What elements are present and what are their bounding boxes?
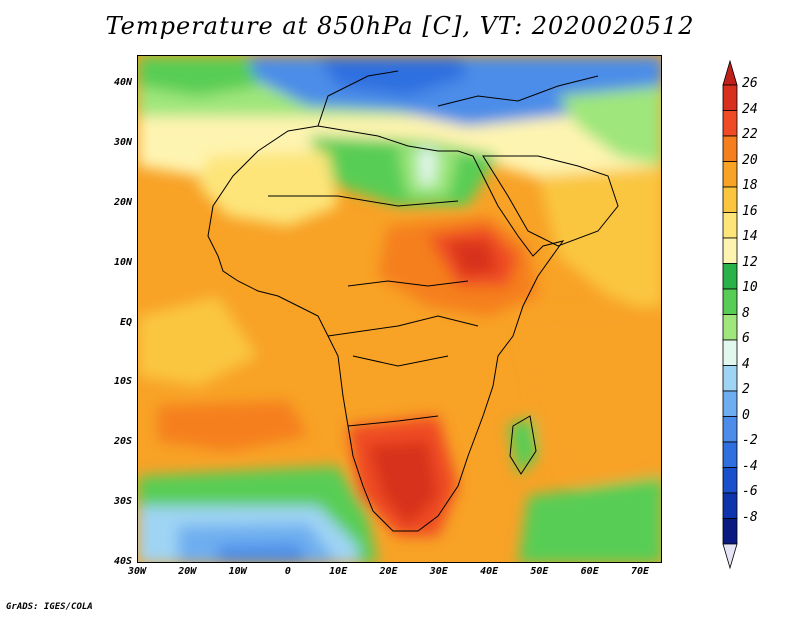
lon-tick-label: 30W — [127, 566, 147, 577]
colorbar-segment — [722, 518, 738, 545]
lat-tick-label: 20S — [113, 436, 132, 448]
colorbar-label: 0 — [742, 407, 750, 423]
colorbar-label: 4 — [742, 356, 750, 372]
coastlines — [207, 70, 619, 532]
lat-tick-label: 20N — [113, 196, 132, 208]
colorbar-min-arrow — [722, 543, 738, 570]
colorbar-label: 20 — [742, 152, 758, 168]
lon-tick-label: 40E — [480, 566, 499, 577]
lat-tick-label: 30S — [113, 496, 132, 508]
map-canvas — [138, 56, 661, 562]
temperature-field — [138, 56, 661, 562]
colorbar-segment — [722, 441, 738, 468]
lon-tick-label: 10W — [228, 566, 247, 577]
lat-tick-label: 40N — [113, 77, 132, 88]
colorbar-segment — [722, 390, 738, 417]
lon-tick-label: 10E — [329, 566, 348, 577]
colorbar-segment — [722, 339, 738, 366]
lon-tick-label: 60E — [580, 566, 599, 577]
lat-tick-label: 10S — [113, 376, 132, 388]
chart-title: Temperature at 850hPa [C], VT: 202002051… — [105, 12, 695, 40]
colorbar-max-arrow — [722, 59, 738, 86]
colorbar — [722, 59, 738, 570]
lat-tick-label: 10N — [113, 256, 132, 268]
colorbar-label: 12 — [742, 254, 758, 270]
colorbar-label: 14 — [742, 229, 758, 244]
colorbar-label: 24 — [742, 101, 758, 117]
colorbar-label: -8 — [742, 509, 758, 525]
colorbar-segment — [722, 212, 738, 239]
colorbar-label: 6 — [742, 331, 750, 346]
lon-tick-label: 70E — [630, 566, 650, 577]
colorbar-label: -6 — [742, 484, 758, 499]
colorbar-segment — [722, 263, 738, 290]
colorbar-segment — [722, 161, 738, 188]
colorbar-label: 22 — [742, 127, 758, 142]
lon-tick-label: 50E — [530, 566, 549, 577]
colorbar-segment — [722, 110, 738, 137]
temperature-map — [137, 55, 662, 563]
colorbar-label: 8 — [742, 305, 750, 321]
colorbar-segment — [722, 365, 738, 392]
lon-tick-label: 20W — [178, 566, 197, 577]
colorbar-label: 16 — [742, 203, 758, 219]
colorbar-segment — [722, 492, 738, 519]
colorbar-segment — [722, 135, 738, 162]
lon-tick-label: 30E — [429, 566, 448, 577]
colorbar-label: -2 — [742, 433, 758, 448]
colorbar-segment — [722, 467, 738, 494]
lat-tick-label: 30N — [113, 136, 132, 148]
colorbar-segment — [722, 288, 738, 315]
colorbar-label: -4 — [742, 458, 758, 474]
lat-tick-label: 40S — [113, 556, 132, 567]
colorbar-segment — [722, 416, 738, 443]
colorbar-label: 18 — [742, 178, 758, 193]
lon-tick-label: 20E — [379, 566, 398, 577]
lat-tick-label: EQ — [119, 316, 132, 328]
colorbar-label: 2 — [742, 382, 750, 397]
colorbar-segment — [722, 186, 738, 213]
lon-tick-label: 0 — [284, 566, 291, 577]
colorbar-label: 10 — [742, 280, 758, 295]
colorbar-label: 26 — [742, 76, 758, 91]
colorbar-segment — [722, 237, 738, 264]
colorbar-segment — [722, 84, 738, 111]
credit-label: GrADS: IGES/COLA — [6, 602, 93, 612]
colorbar-segment — [722, 314, 738, 341]
